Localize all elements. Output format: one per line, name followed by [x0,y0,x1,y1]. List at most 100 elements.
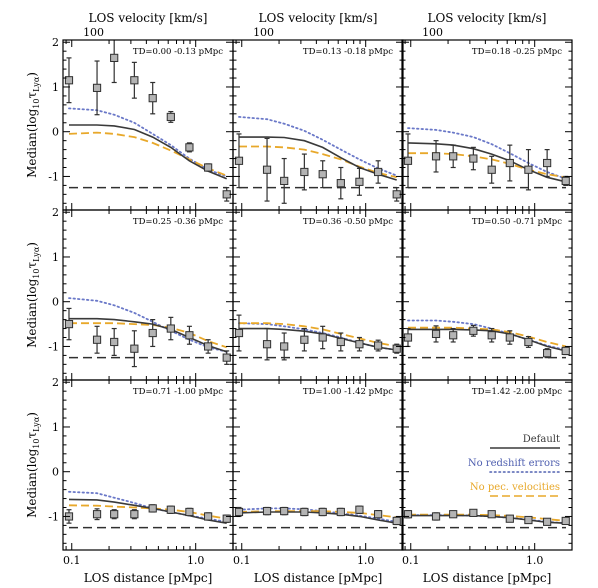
legend-label: Default [523,434,560,445]
no-pec-velocities-line [239,145,397,179]
x-tick-label: 1.0 [526,554,544,567]
data-point [449,510,458,519]
data-point [222,190,231,199]
panel-label: TD=0.18 -0.25 pMpc [472,47,562,57]
y-axis-label: Median(log10τLyα) [25,72,41,178]
no-redshift-errors-line [407,127,567,180]
data-point [64,76,74,85]
data-point [487,165,496,174]
data-point [336,337,345,347]
x-axis-label-col2: LOS distance [pMpc] [254,571,383,585]
data-point [487,510,496,519]
data-point [469,154,478,163]
panel-7: 2 1 0 -1 0.1 1.0 TD=0.71 -1.00 pMpc [48,376,234,567]
data-point [92,83,102,92]
data-point [300,507,309,517]
data-point [64,319,74,329]
data-point [262,165,272,174]
data-point [130,344,139,353]
data-point [403,510,413,519]
legend-label: No redshift errors [468,458,560,469]
data-point [561,346,570,356]
data-point [204,163,213,172]
legend-label: No pec. velocities [470,482,560,493]
panel-9: 0.1 1.0 TD=1.42 -2.00 pMpc [401,379,573,567]
panel-label: TD=0.13 -0.18 pMpc [303,47,393,57]
data-point [543,158,552,168]
y-tick-label: -1 [48,170,59,183]
data-point [524,337,533,347]
top-axis-label-col1: LOS velocity [km/s] [89,11,208,25]
no-pec-velocities-line [239,322,397,348]
y-tick-label: -1 [48,340,59,353]
data-point [204,342,213,351]
data-point [222,514,231,523]
no-pec-velocities-line [408,326,566,348]
data-point [561,176,570,186]
x-tick-label: 1.0 [187,554,205,567]
panel-label: TD=0.71 -1.00 pMpc [133,387,223,397]
data-point [280,342,289,351]
default-line [239,327,397,351]
no-redshift-errors-line [238,116,398,177]
y-axis-label: Median(log10τLyα) [25,412,41,518]
x-axis-label-col1: LOS distance [pMpc] [84,571,213,585]
data-point [543,517,552,526]
data-point [392,516,401,526]
top-axis-label-col2: LOS velocity [km/s] [259,11,378,25]
data-point [234,507,244,517]
default-line [407,142,566,183]
top-tick-label: 100 [253,26,274,39]
panel-label: TD=0.00 -0.13 pMpc [133,47,223,57]
data-point [487,331,496,340]
bottom-axis-titles: LOS distance [pMpc] LOS distance [pMpc] … [84,571,552,585]
data-point [166,324,175,333]
top-tick-label: 100 [422,26,443,39]
no-redshift-errors-line [68,107,228,178]
data-point [280,176,289,186]
data-point [166,505,175,514]
data-point [543,349,552,358]
data-point [469,508,478,517]
no-pec-velocities-line [68,131,228,177]
data-point [524,165,533,174]
data-point [449,152,458,161]
data-point [431,512,441,521]
data-point [300,335,309,344]
default-line [69,124,228,180]
data-point [204,512,213,521]
panel-2: 100 TD=0.13 -0.18 pMpc [232,26,404,211]
panel-4: 2 1 0 -1 TD=0.25 -0.36 pMpc [48,206,234,381]
data-point [469,326,478,335]
data-point [166,112,175,122]
legend-entry: No redshift errors [468,458,561,473]
data-point [280,506,289,516]
panel-frame [232,209,404,381]
x-tick-label: 1.0 [357,554,375,567]
data-point [130,76,139,85]
data-point [505,514,514,523]
data-point [110,510,119,519]
panel-3: 100 TD=0.18 -0.25 pMpc [401,26,573,211]
data-point [449,331,458,340]
panel-label: TD=1.42 -2.00 pMpc [472,387,562,397]
no-pec-velocities-line [238,510,397,519]
no-redshift-errors-line [238,507,398,523]
y-tick-label: 1 [52,251,59,264]
data-point [318,333,327,342]
y-tick-label: 0 [52,126,59,139]
panel-label: TD=0.36 -0.50 pMpc [303,217,393,227]
no-pec-velocities-line [408,152,566,179]
data-point [148,94,157,103]
data-point [355,505,364,514]
data-point [262,506,272,516]
data-point [336,507,345,517]
y-axis-label: Median(log10τLyα) [25,242,41,348]
panel-frame [62,379,234,551]
panel-8: 0.1 1.0 TD=1.00 -1.42 pMpc [232,379,404,567]
data-point [403,156,413,165]
panel-frame [62,209,234,381]
data-point [374,510,383,519]
y-tick-label: 1 [52,421,59,434]
data-point [222,353,231,362]
